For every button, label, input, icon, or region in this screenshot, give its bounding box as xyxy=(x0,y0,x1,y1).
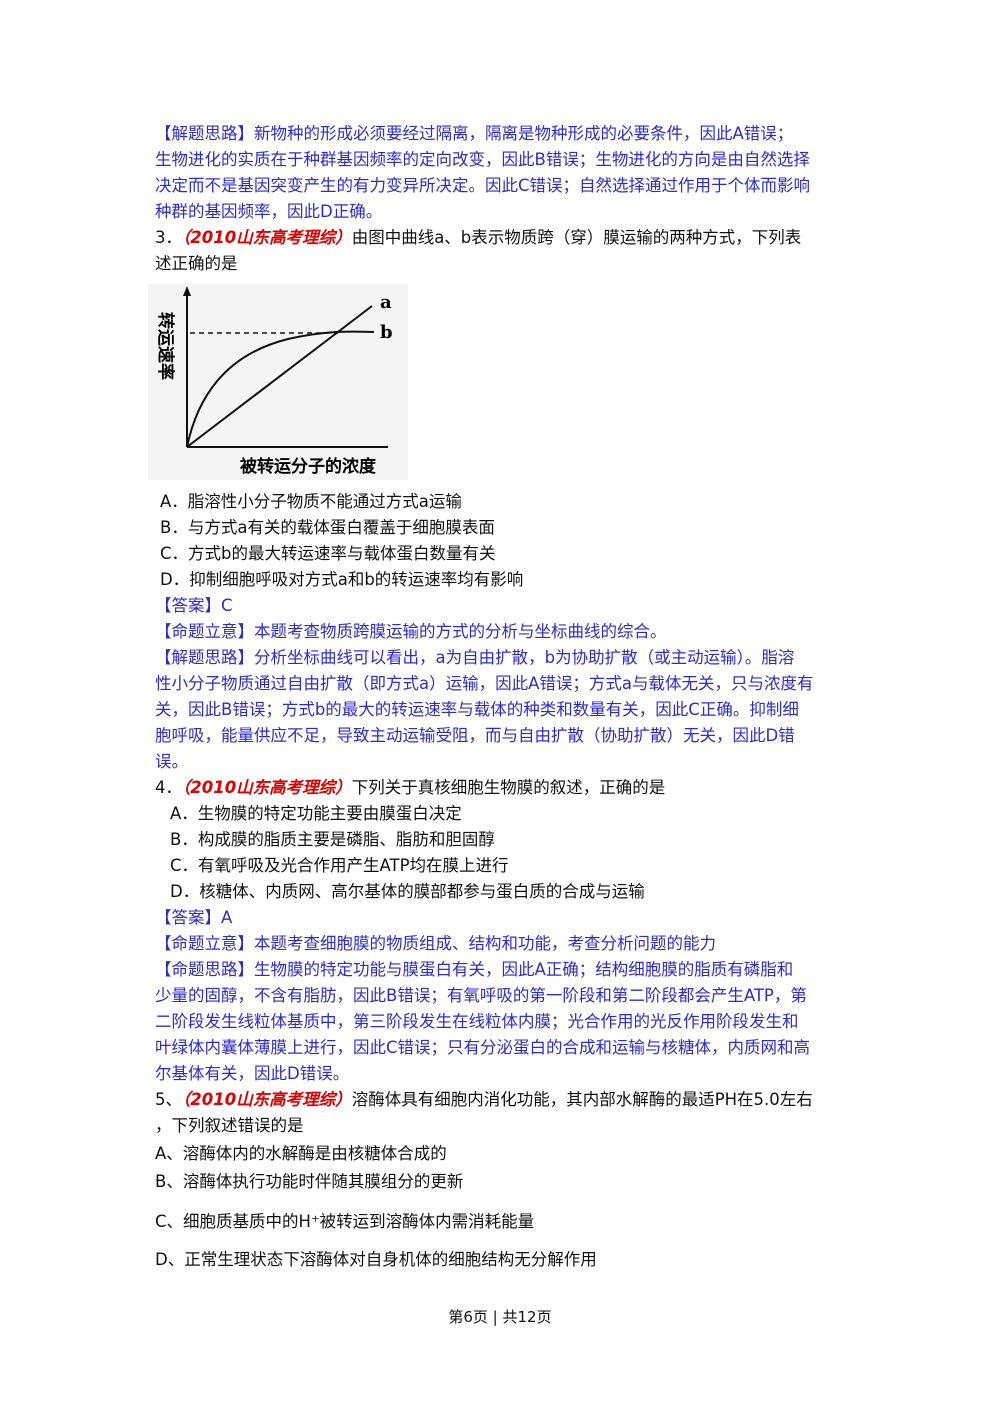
text-line: 【命题思路】生物膜的特定功能与膜蛋白有关，因此A正确；结构细胞膜的脂质有磷脂和 xyxy=(155,960,794,979)
text: 溶酶体具有细胞内消化功能，其内部水解酶的最适PH在5.0左右 xyxy=(351,1090,813,1109)
option: B．与方式a有关的载体蛋白覆盖于细胞膜表面 xyxy=(160,518,495,537)
option: B．构成膜的脂质主要是磷脂、脂肪和胆固醇 xyxy=(170,830,495,849)
source: （2010山东高考理综） xyxy=(182,1090,352,1109)
option: C．有氧呼吸及光合作用产生ATP均在膜上进行 xyxy=(170,856,509,875)
intent: 【命题立意】本题考查细胞膜的物质组成、结构和功能，考查分析问题的能力 xyxy=(155,934,716,953)
text-line: 少量的固醇，不含有脂肪，因此B错误；有氧呼吸的第一阶段和第二阶段都会产生ATP，… xyxy=(155,986,807,1005)
source: （2010山东高考理综） xyxy=(182,778,352,797)
option: D．核糖体、内质网、高尔基体的膜部都参与蛋白质的合成与运输 xyxy=(170,882,645,901)
figure: a b 转运速率 被转运分子的浓度 xyxy=(148,284,408,480)
curve-a xyxy=(186,305,373,448)
text-line: 【解题思路】新物种的形成必须要经过隔离，隔离是物种形成的必要条件，因此A错误； xyxy=(155,124,794,143)
question-stem: 4．（2010山东高考理综）下列关于真核细胞生物膜的叙述，正确的是 xyxy=(155,775,665,801)
curve-label: a xyxy=(380,292,392,313)
option: A．生物膜的特定功能主要由膜蛋白决定 xyxy=(170,804,462,823)
y-axis-label: 转运速率 xyxy=(155,312,176,380)
text-line: 尔基体有关，因此D错误。 xyxy=(155,1064,350,1083)
footer: 第6页 | 共12页 xyxy=(448,1308,552,1326)
question-number: 4． xyxy=(155,778,182,797)
intent: 【命题立意】本题考查物质跨膜运输的方式的分析与坐标曲线的综合。 xyxy=(155,622,667,641)
text-line: 胞呼吸，能量供应不足，导致主动运输受阻，而与自由扩散（协助扩散）无关，因此D错 xyxy=(155,726,795,745)
text-line: 【解题思路】分析坐标曲线可以看出，a为自由扩散，b为协助扩散（或主动运输）。脂溶 xyxy=(155,648,795,667)
option: A．脂溶性小分子物质不能通过方式a运输 xyxy=(160,492,462,511)
text-line: 误。 xyxy=(155,752,188,771)
text-line: 性小分子物质通过自由扩散（即方式a）运输，因此A错误；方式a与载体无关，只与浓度… xyxy=(155,674,814,693)
question-number: 5、 xyxy=(155,1090,182,1109)
question-number: 3． xyxy=(155,228,182,247)
text: 下列关于真核细胞生物膜的叙述，正确的是 xyxy=(351,778,666,797)
text-line: 种群的基因频率，因此D正确。 xyxy=(155,202,383,221)
text-line: 叶绿体内囊体薄膜上进行，因此C错误；只有分泌蛋白的合成和运输与核糖体，内质网和高 xyxy=(155,1038,811,1057)
text-line: 二阶段发生线粒体基质中，第三阶段发生在线粒体内膜；光合作用的光反作用阶段发生和 xyxy=(155,1012,799,1031)
source: （2010山东高考理综） xyxy=(182,228,352,247)
curve-b xyxy=(186,330,375,448)
option: A、溶酶体内的水解酶是由核糖体合成的 xyxy=(155,1144,447,1163)
option: C．方式b的最大转运速率与载体蛋白数量有关 xyxy=(160,544,496,563)
curve-label: b xyxy=(380,322,393,343)
arrow xyxy=(183,286,191,296)
option: C、细胞质基质中的H⁺被转运到溶酶体内需消耗能量 xyxy=(155,1209,534,1235)
answer: 【答案】C xyxy=(155,596,233,615)
question-stem: 3．（2010山东高考理综）由图中曲线a、b表示物质跨（穿）膜运输的两种方式，下… xyxy=(155,225,801,251)
question-stem: 5、（2010山东高考理综）溶酶体具有细胞内消化功能，其内部水解酶的最适PH在5… xyxy=(155,1087,813,1113)
answer: 【答案】A xyxy=(155,908,233,927)
x-axis-label: 被转运分子的浓度 xyxy=(240,456,377,477)
text-line: 述正确的是 xyxy=(155,254,238,273)
option: D、正常生理状态下溶酶体对自身机体的细胞结构无分解作用 xyxy=(155,1250,597,1269)
text: 由图中曲线a、b表示物质跨（穿）膜运输的两种方式，下列表 xyxy=(351,228,802,247)
option: B、溶酶体执行功能时伴随其膜组分的更新 xyxy=(155,1172,464,1191)
text-line: 决定而不是基因突变产生的有力变异所决定。因此C错误；自然选择通过作用于个体而影响 xyxy=(155,176,811,195)
text: C、细胞质基质中的 xyxy=(155,1212,299,1231)
text-line: 关，因此B错误；方式b的最大的转运速率与载体的种类和数量有关，因此C正确。抑制细 xyxy=(155,700,799,719)
text-line: 生物进化的实质在于种群基因频率的定向改变，因此B错误；生物进化的方向是由自然选择 xyxy=(155,150,810,169)
option: D．抑制细胞呼吸对方式a和b的转运速率均有影响 xyxy=(160,570,524,589)
text: 被转运到溶酶体内需消耗能量 xyxy=(319,1212,535,1231)
text-line: ，下列叙述错误的是 xyxy=(155,1116,304,1135)
ion: H⁺ xyxy=(298,1212,320,1231)
